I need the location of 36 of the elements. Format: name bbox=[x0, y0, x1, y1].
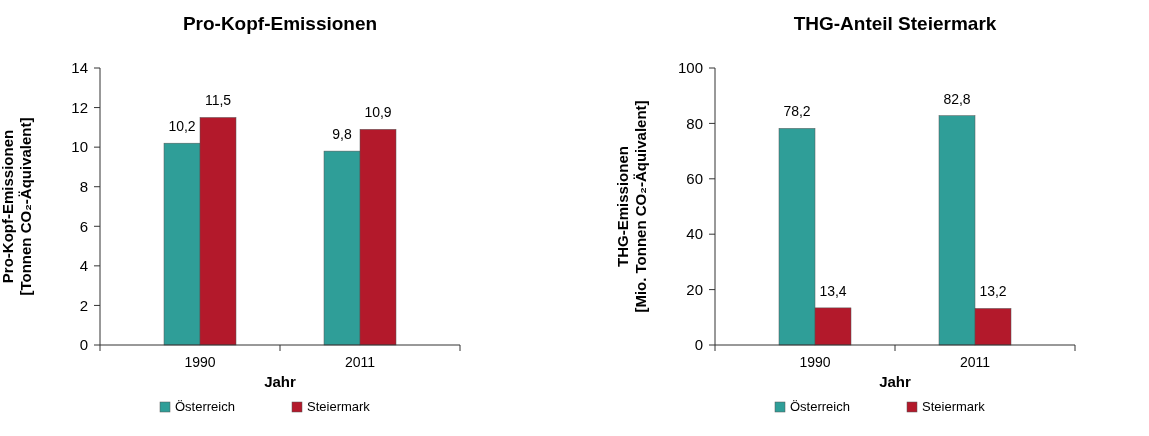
chart-title: Pro-Kopf-Emissionen bbox=[182, 13, 378, 34]
legend-label: Österreich bbox=[790, 399, 850, 414]
x-tick-label: 1990 bbox=[799, 354, 831, 370]
x-tick-label: 2011 bbox=[959, 354, 991, 370]
legend-label: Österreich bbox=[175, 399, 235, 414]
y-axis-title: THG-Emissionen [Mio. Tonnen CO₂-Äquivalent] bbox=[614, 100, 649, 313]
y-tick-label: 20 bbox=[686, 280, 703, 298]
data-label: 13,4 bbox=[819, 282, 847, 299]
y-tick-label: 100 bbox=[677, 59, 703, 77]
data-label: 10,9 bbox=[364, 104, 392, 121]
y-tick-label: 14 bbox=[71, 59, 88, 77]
data-label: 11,5 bbox=[204, 92, 232, 109]
y-tick-label: 10 bbox=[71, 138, 88, 156]
data-label: 13,2 bbox=[979, 283, 1007, 300]
y-tick-label: 8 bbox=[79, 177, 88, 195]
data-label: 82,8 bbox=[943, 90, 971, 107]
y-axis-title: Pro-Kopf-Emissionen [Tonnen CO₂-Äquivalent] bbox=[0, 117, 34, 296]
x-axis-title: Jahr bbox=[879, 373, 911, 390]
y-tick-label: 0 bbox=[79, 336, 88, 354]
x-axis-title: Jahr bbox=[264, 373, 296, 390]
x-tick-label: 1990 bbox=[184, 354, 216, 370]
data-label: 9,8 bbox=[332, 126, 352, 143]
x-tick-label: 2011 bbox=[344, 354, 376, 370]
chart-title: THG-Anteil Steiermark bbox=[793, 13, 997, 34]
y-tick-label: 80 bbox=[686, 114, 703, 132]
legend-label: Steiermark bbox=[307, 399, 371, 414]
y-tick-label: 12 bbox=[71, 98, 88, 116]
y-tick-label: 4 bbox=[79, 257, 88, 275]
y-tick-label: 40 bbox=[686, 225, 703, 243]
y-tick-label: 0 bbox=[694, 336, 703, 354]
y-tick-label: 6 bbox=[79, 217, 88, 235]
y-tick-label: 2 bbox=[79, 296, 88, 314]
y-tick-label: 60 bbox=[686, 170, 703, 188]
legend-label: Steiermark bbox=[922, 399, 986, 414]
data-label: 10,2 bbox=[168, 118, 196, 135]
data-label: 78,2 bbox=[783, 103, 811, 120]
